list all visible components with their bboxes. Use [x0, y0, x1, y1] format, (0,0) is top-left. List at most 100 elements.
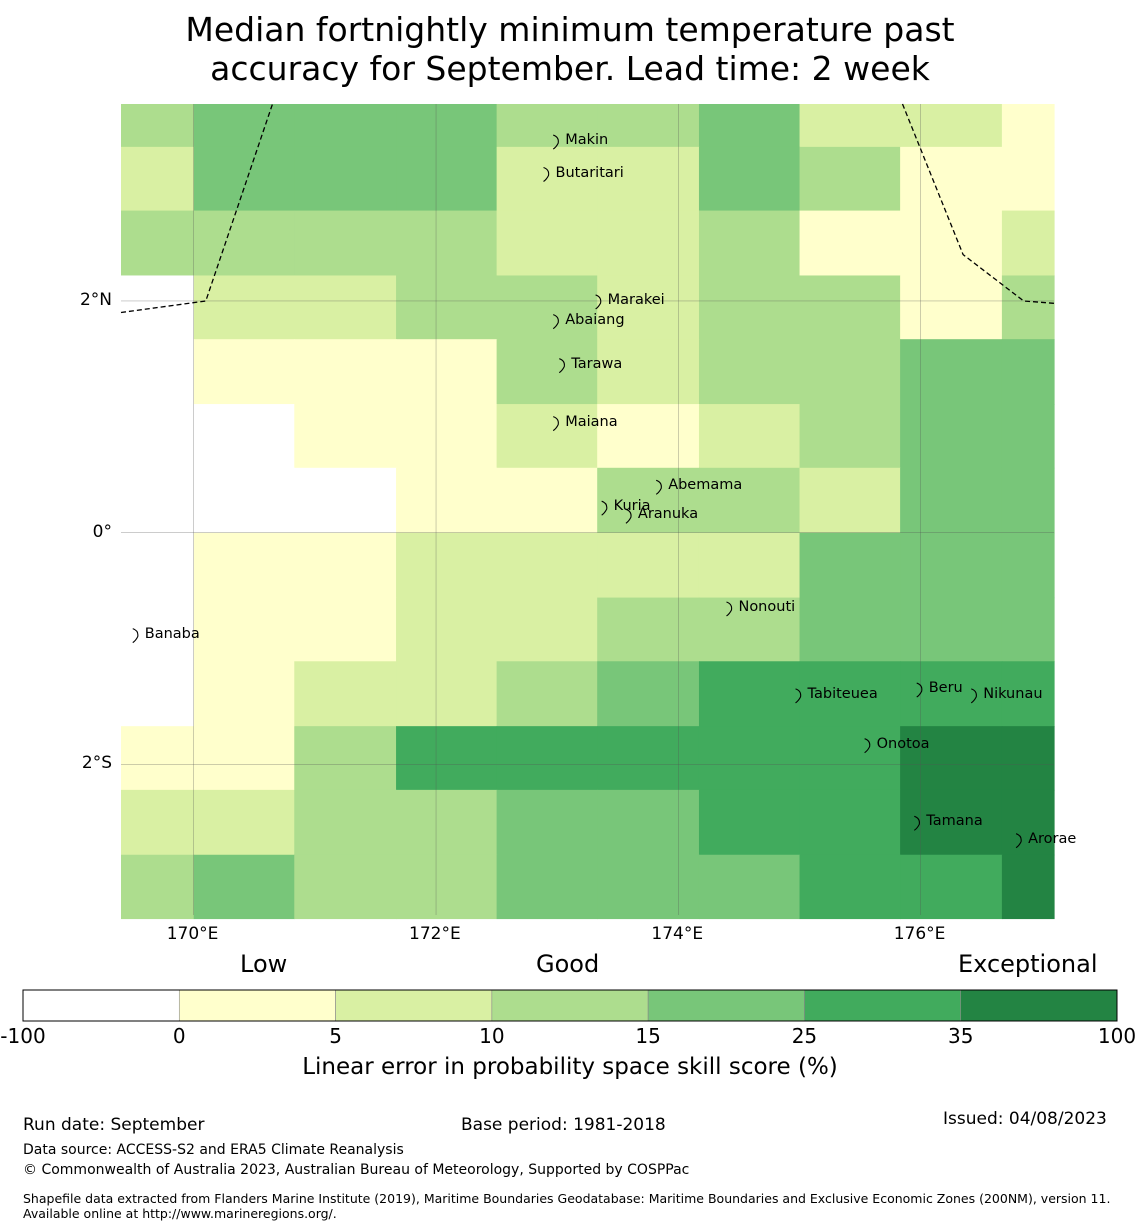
skill-grid [121, 104, 1055, 920]
skill-cell [121, 854, 195, 920]
colorbar-swatch [960, 989, 1118, 1022]
island-label: Marakei [607, 291, 665, 308]
skill-cell [900, 467, 1003, 534]
island-label: Abemama [668, 477, 743, 494]
skill-cell [193, 726, 295, 791]
skill-cell [597, 404, 700, 469]
skill-cell [294, 532, 397, 599]
colorbar-label-good: Good [536, 950, 600, 978]
title-line-1: Median fortnightly minimum temperature p… [185, 10, 955, 49]
island-outline [864, 738, 871, 754]
map-title: Median fortnightly minimum temperature p… [0, 10, 1140, 88]
island-outline [916, 682, 923, 698]
colorbar-tick-label: 15 [635, 1024, 661, 1048]
skill-cell [193, 275, 295, 340]
skill-cell [294, 597, 397, 662]
skill-cell [799, 661, 901, 727]
skill-cell [121, 467, 195, 534]
colorbar-tick-label: -100 [0, 1024, 46, 1048]
skill-cell [396, 104, 498, 148]
colorbar-label-low: Low [240, 950, 288, 978]
skill-cell [597, 854, 700, 920]
skill-cell [193, 404, 295, 469]
skill-cell [496, 404, 598, 469]
skill-cell [698, 532, 801, 599]
skill-cell [294, 339, 397, 405]
skill-cell [799, 275, 901, 340]
island-outline [970, 688, 977, 704]
longitude-tick-label: 170°E [166, 924, 219, 944]
skill-cell [1001, 467, 1055, 534]
latitude-tick-label: 2°N [79, 289, 112, 310]
colorbar-swatch [22, 989, 180, 1022]
skill-cell [294, 789, 397, 856]
skill-cell [1001, 104, 1055, 148]
island-label: Nonouti [738, 598, 796, 615]
island-label: Butaritari [555, 164, 624, 181]
skill-cell [698, 404, 801, 469]
skill-cell [496, 726, 598, 791]
island-outline [558, 358, 565, 374]
island-label: Onotoa [876, 735, 930, 752]
skill-cell [900, 532, 1003, 599]
colorbar-outline [22, 989, 1118, 1022]
island-label: Arorae [1028, 830, 1077, 847]
skill-cell [597, 661, 700, 727]
skill-cell [900, 661, 1003, 727]
skill-cell [799, 210, 901, 277]
skill-cell [193, 146, 295, 212]
skill-cell [1001, 404, 1055, 469]
colorbar-swatch [335, 989, 493, 1022]
eez-boundary-line [120, 103, 274, 314]
skill-cell [597, 339, 700, 405]
skill-cell [900, 104, 1003, 148]
colorbar [22, 989, 1118, 1022]
island-label: Nikunau [983, 685, 1043, 702]
skill-cell [597, 597, 700, 662]
skill-cell [597, 532, 700, 599]
data-source: Data source: ACCESS-S2 and ERA5 Climate … [23, 1142, 404, 1158]
skill-cell [698, 789, 801, 856]
island-label: Makin [565, 132, 609, 149]
skill-cell [294, 661, 397, 727]
skill-cell [900, 146, 1003, 212]
island-label: Maiana [565, 413, 618, 430]
skill-cell [597, 275, 700, 340]
island-label: Tabiteuea [807, 685, 878, 702]
island-label: Banaba [144, 625, 200, 642]
skill-cell [496, 532, 598, 599]
latitude-tick-label: 0° [92, 521, 112, 542]
skill-cell [496, 789, 598, 856]
island-outline [601, 500, 608, 516]
skill-cell [396, 532, 498, 599]
skill-cell [799, 597, 901, 662]
skill-cell [799, 854, 901, 920]
skill-cell [1001, 789, 1055, 856]
copyright: © Commonwealth of Australia 2023, Austra… [23, 1162, 690, 1178]
skill-cell [799, 146, 901, 212]
skill-cell [121, 104, 195, 148]
skill-cell [294, 404, 397, 469]
island-outline [132, 628, 139, 644]
skill-cell [900, 275, 1003, 340]
skill-cell [193, 789, 295, 856]
colorbar-tick-label: 5 [329, 1024, 342, 1048]
skill-cell [294, 275, 397, 340]
island-label: Kuria [613, 498, 651, 515]
latitude-tick-label: 2°S [81, 753, 112, 774]
skill-cell [698, 275, 801, 340]
skill-cell [396, 404, 498, 469]
skill-cell [698, 146, 801, 212]
skill-cell [1001, 661, 1055, 727]
skill-cell [799, 339, 901, 405]
skill-cell [496, 339, 598, 405]
skill-cell [496, 275, 598, 340]
skill-cell [396, 210, 498, 277]
skill-cell [121, 532, 195, 599]
skill-cell [294, 146, 397, 212]
colorbar-tick-label: 10 [479, 1024, 505, 1048]
skill-cell [294, 104, 397, 148]
skill-cell [193, 661, 295, 727]
skill-cell [294, 467, 397, 534]
skill-cell [698, 854, 801, 920]
